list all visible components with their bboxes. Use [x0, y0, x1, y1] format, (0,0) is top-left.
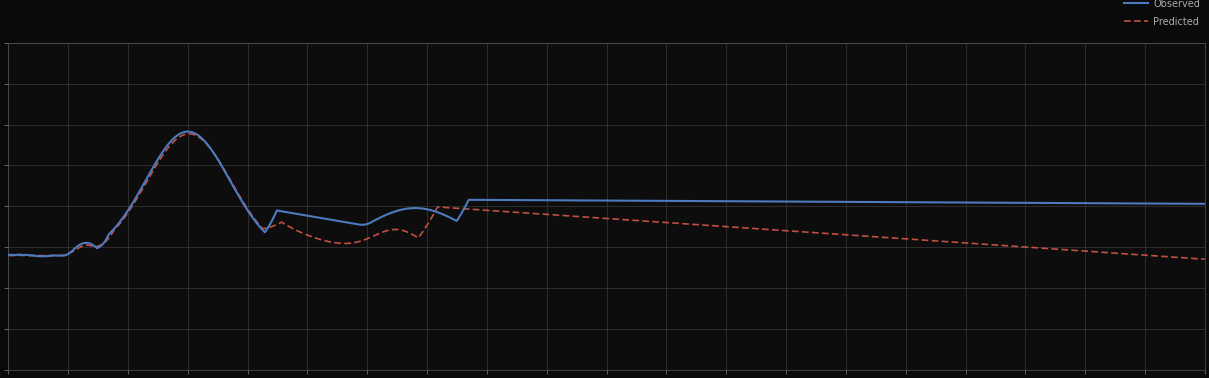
Legend: Observed, Predicted: Observed, Predicted	[1124, 0, 1201, 26]
